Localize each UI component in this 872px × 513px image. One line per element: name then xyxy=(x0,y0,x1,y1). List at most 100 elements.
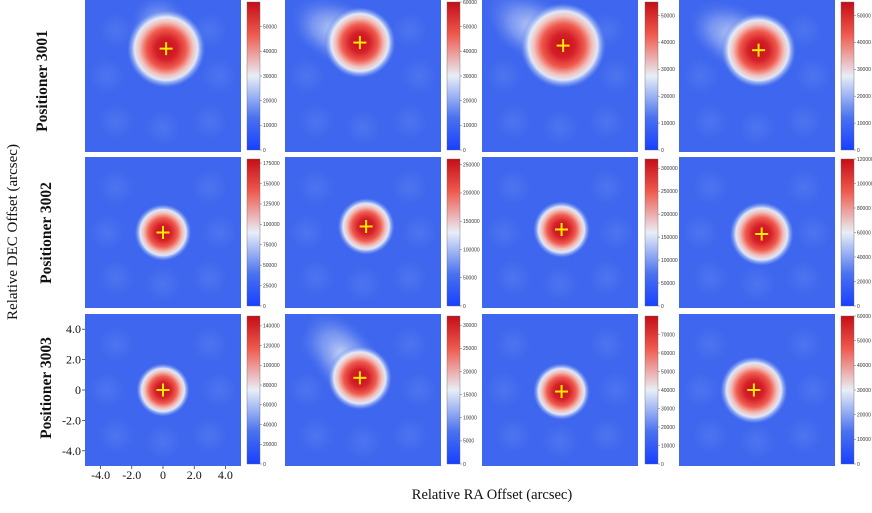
heatmap-panel-1 xyxy=(285,0,441,152)
colorbar-4: 0 25000 50000 75000 100000 125000 150000 175000 xyxy=(246,158,280,310)
colorbar-tick-label: 120000 xyxy=(263,343,280,349)
colorbar-tick-label: 75000 xyxy=(263,243,277,249)
colorbar-tick-label: 5000 xyxy=(463,439,474,445)
colorbar-tick-label: 50000 xyxy=(661,369,675,375)
colorbar-tick-label: 0 xyxy=(857,462,860,468)
sidelobe-blob xyxy=(682,213,720,252)
colorbar-tick-label: 40000 xyxy=(661,40,675,46)
colorbar-tick-label: 0 xyxy=(263,304,266,310)
sidelobe-blob xyxy=(785,168,823,206)
colorbar-tick-label: 20000 xyxy=(661,94,675,100)
sidelobe-blob xyxy=(97,416,135,455)
sidelobe-blob xyxy=(691,325,729,364)
colorbar-tick-label: 40000 xyxy=(857,40,871,46)
sidelobe-blob xyxy=(682,57,720,95)
colorbar-tick-label: 200000 xyxy=(463,191,480,197)
colorbar-tick-label: 30000 xyxy=(661,406,675,412)
colorbar-tick-label: 20000 xyxy=(463,98,477,104)
sidelobe-blob xyxy=(738,422,776,461)
heatmap-panel-8 xyxy=(85,314,241,466)
sidelobe-blob xyxy=(682,371,720,409)
x-tick-label: 2.0 xyxy=(187,468,202,482)
heatmap-panel-10 xyxy=(482,314,638,466)
x-tick-label: 0 xyxy=(160,468,166,482)
colorbar-tick-label: 250000 xyxy=(463,162,480,168)
sidelobe-blob xyxy=(494,325,532,364)
centroid-marker xyxy=(159,42,173,56)
heatmap-panels xyxy=(85,0,835,466)
sidelobe-blob xyxy=(588,325,626,364)
centroid-marker xyxy=(353,36,367,50)
colorbar-tick-label: 50000 xyxy=(661,281,675,287)
colorbar-tick-label: 80000 xyxy=(263,383,277,389)
sidelobe-blob xyxy=(494,259,532,297)
colorbar-tick-label: 50000 xyxy=(463,276,477,282)
heatmap-panel-9 xyxy=(285,314,441,466)
sidelobe-blob xyxy=(794,213,832,252)
colorbar-tick-label: 40000 xyxy=(463,49,477,55)
sidelobe-blob xyxy=(344,265,382,303)
colorbar-tick-label: 20000 xyxy=(661,425,675,431)
colorbar-tick-label: 70000 xyxy=(661,332,675,338)
centroid-marker xyxy=(353,371,367,385)
sidelobe-blob xyxy=(400,371,438,409)
colorbar-tick-label: 30000 xyxy=(463,74,477,80)
colorbar-tick-label: 0 xyxy=(463,148,466,154)
sidelobe-blob xyxy=(391,416,429,455)
colorbar-scale xyxy=(446,1,461,151)
sidelobe-blob xyxy=(191,102,229,141)
colorbar-tick-label: 100000 xyxy=(263,363,280,369)
colorbar-9: 0 5000 10000 15000 20000 25000 30000 xyxy=(446,315,477,468)
colorbar-tick-label: 0 xyxy=(463,462,466,468)
x-tick-label: 4.0 xyxy=(218,468,233,482)
sidelobe-blob xyxy=(391,325,429,364)
colorbar-tick-label: 100000 xyxy=(857,181,872,187)
sidelobe-blob xyxy=(738,108,776,147)
colorbar-tick-label: 15000 xyxy=(463,392,477,398)
colorbar-tick-label: 0 xyxy=(463,304,466,310)
sidelobe-blob xyxy=(588,102,626,141)
colorbar-tick-label: 200000 xyxy=(661,212,678,218)
colorbar-2: 0 10000 20000 30000 40000 50000 xyxy=(644,1,675,154)
y-tick-label: -4.0 xyxy=(62,444,81,458)
sidelobe-blob xyxy=(344,108,382,147)
centroid-marker xyxy=(555,222,569,236)
sidelobe-blob xyxy=(485,371,523,409)
sidelobe-blob xyxy=(191,168,229,206)
colorbar-tick-label: 30000 xyxy=(857,67,871,73)
sidelobe-blob xyxy=(597,371,635,409)
heatmap-panel-2 xyxy=(482,0,638,152)
sidelobe-blob xyxy=(288,371,326,409)
sidelobe-blob xyxy=(97,325,135,364)
sidelobe-blob xyxy=(88,371,126,409)
sidelobe-blob xyxy=(494,102,532,141)
colorbar-scale xyxy=(644,1,659,151)
colorbar-tick-label: 40000 xyxy=(857,363,871,369)
colorbar-tick-label: 50000 xyxy=(463,24,477,30)
colorbar-scale xyxy=(644,315,659,465)
x-tick-label: -4.0 xyxy=(91,468,110,482)
colorbar-tick-label: 100000 xyxy=(463,247,480,253)
colorbar-scale xyxy=(644,158,659,307)
sidelobe-blob xyxy=(391,168,429,206)
sidelobe-blob xyxy=(785,325,823,364)
colorbar-tick-label: 10000 xyxy=(857,121,871,127)
centroid-marker xyxy=(156,383,170,397)
colorbar-tick-label: 100000 xyxy=(263,222,280,228)
colorbar-tick-label: 250000 xyxy=(661,189,678,195)
colorbar-tick-label: 40000 xyxy=(263,49,277,55)
y-tick-label: 0 xyxy=(75,383,81,397)
colorbar-tick-label: 0 xyxy=(857,304,860,310)
colorbar-tick-label: 60000 xyxy=(661,351,675,357)
sidelobe-blob xyxy=(691,416,729,455)
sidelobe-blob xyxy=(400,213,438,252)
colorbar-tick-label: 20000 xyxy=(263,442,277,448)
colorbar-tick-label: 300000 xyxy=(661,166,678,172)
sidelobe-blob xyxy=(288,57,326,95)
row-label-1: Positioner 3002 xyxy=(38,182,55,284)
colorbars: 0100002000030000400005000001000020000300… xyxy=(246,0,872,468)
colorbar-0: 0 10000 20000 30000 40000 50000 xyxy=(246,1,277,154)
heatmap-panel-0 xyxy=(85,0,241,152)
sidelobe-blob xyxy=(200,57,238,95)
